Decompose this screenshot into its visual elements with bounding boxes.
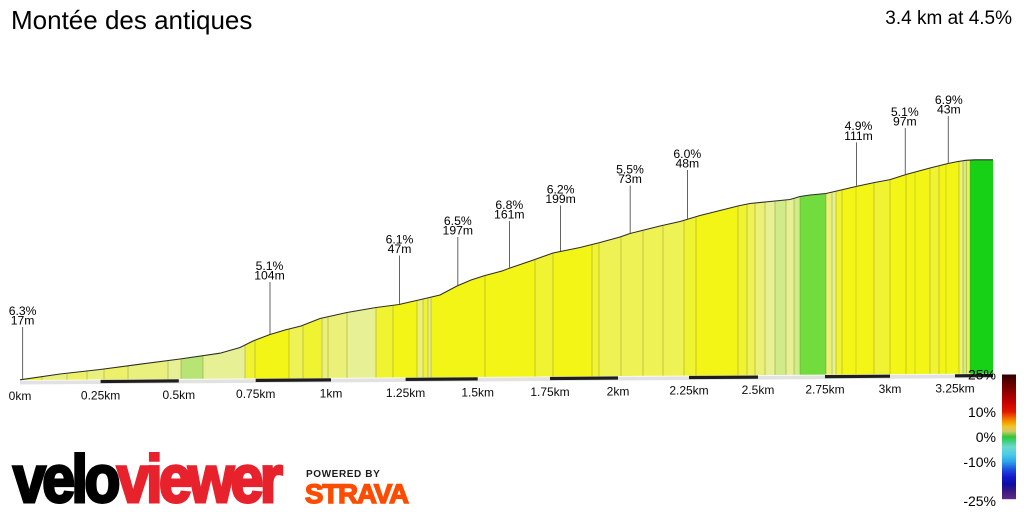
svg-text:6.9%: 6.9% <box>935 93 963 107</box>
svg-text:111m: 111m <box>844 129 873 143</box>
svg-text:1.75km: 1.75km <box>530 385 569 399</box>
svg-text:4.9%: 4.9% <box>845 119 873 133</box>
svg-text:0.5km: 0.5km <box>162 388 195 402</box>
svg-text:2.75km: 2.75km <box>805 383 844 397</box>
svg-text:25%: 25% <box>968 367 996 383</box>
svg-text:2km: 2km <box>607 384 630 398</box>
svg-text:104m: 104m <box>254 269 285 283</box>
svg-text:1.25km: 1.25km <box>386 386 425 400</box>
svg-text:5.1%: 5.1% <box>256 259 284 273</box>
svg-text:0km: 0km <box>9 389 32 403</box>
svg-text:97m: 97m <box>893 115 917 129</box>
svg-text:161m: 161m <box>494 208 525 222</box>
svg-text:0.75km: 0.75km <box>236 387 275 401</box>
svg-text:-25%: -25% <box>963 493 996 509</box>
svg-text:1km: 1km <box>320 387 343 401</box>
svg-text:0%: 0% <box>976 429 996 445</box>
svg-text:6.5%: 6.5% <box>444 214 472 228</box>
svg-text:6.1%: 6.1% <box>386 232 414 246</box>
svg-text:3km: 3km <box>879 382 902 396</box>
svg-text:197m: 197m <box>443 224 474 238</box>
svg-text:10%: 10% <box>968 404 996 420</box>
svg-text:6.8%: 6.8% <box>495 198 523 212</box>
svg-text:3.25km: 3.25km <box>935 382 974 396</box>
svg-text:5.5%: 5.5% <box>616 162 644 176</box>
svg-text:199m: 199m <box>545 192 576 206</box>
svg-text:6.2%: 6.2% <box>547 182 575 196</box>
svg-text:73m: 73m <box>618 172 642 186</box>
svg-text:2.5km: 2.5km <box>742 383 775 397</box>
svg-text:47m: 47m <box>388 242 412 256</box>
svg-text:6.3%: 6.3% <box>9 304 37 318</box>
svg-text:48m: 48m <box>675 157 699 171</box>
svg-text:5.1%: 5.1% <box>891 105 919 119</box>
svg-text:2.25km: 2.25km <box>669 384 708 398</box>
svg-text:0.25km: 0.25km <box>81 388 120 402</box>
svg-text:-10%: -10% <box>963 454 996 470</box>
svg-text:6.0%: 6.0% <box>673 147 701 161</box>
svg-text:17m: 17m <box>11 314 35 328</box>
svg-text:43m: 43m <box>937 103 961 117</box>
svg-text:1.5km: 1.5km <box>461 385 494 399</box>
